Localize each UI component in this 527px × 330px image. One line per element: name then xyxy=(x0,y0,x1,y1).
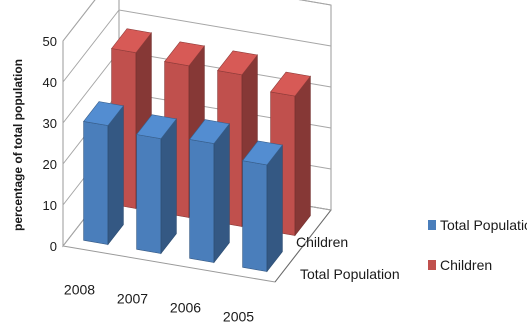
y-axis-label: percentage of total population xyxy=(11,59,25,231)
depth-tick-labels: Children Total Population xyxy=(296,234,400,282)
bar-total-population-2005 xyxy=(242,140,283,273)
y-tick-labels: 0 10 20 30 40 50 xyxy=(43,34,57,254)
bar-total-population-2008 xyxy=(83,101,124,246)
bars xyxy=(83,28,311,273)
x-tick-label: 2005 xyxy=(223,309,254,325)
y-tick-label: 20 xyxy=(43,157,57,172)
legend: Total Population Children xyxy=(428,217,527,273)
depth-tick-label: Children xyxy=(296,234,348,250)
depth-tick-label: Total Population xyxy=(300,266,400,282)
legend-label-children: Children xyxy=(440,257,492,273)
x-tick-label: 2007 xyxy=(117,291,148,307)
depth-axis xyxy=(274,209,332,283)
x-tick-label: 2008 xyxy=(64,282,95,298)
y-tick-label: 50 xyxy=(43,34,57,49)
y-tick-label: 10 xyxy=(43,198,57,213)
gridline xyxy=(62,9,332,83)
legend-label-total-population: Total Population xyxy=(440,217,527,233)
y-tick-label: 30 xyxy=(43,116,57,131)
y-tick-label: 40 xyxy=(43,75,57,90)
x-tick-labels: 2008 2007 2006 2005 xyxy=(64,282,254,325)
legend-swatch-children xyxy=(428,260,436,270)
gridline xyxy=(62,0,332,42)
legend-swatch-total-population xyxy=(428,220,436,230)
bar-total-population-2006 xyxy=(189,119,230,264)
x-tick-label: 2006 xyxy=(170,300,201,316)
y-tick-label: 0 xyxy=(50,239,57,254)
bar-total-population-2007 xyxy=(136,114,177,255)
